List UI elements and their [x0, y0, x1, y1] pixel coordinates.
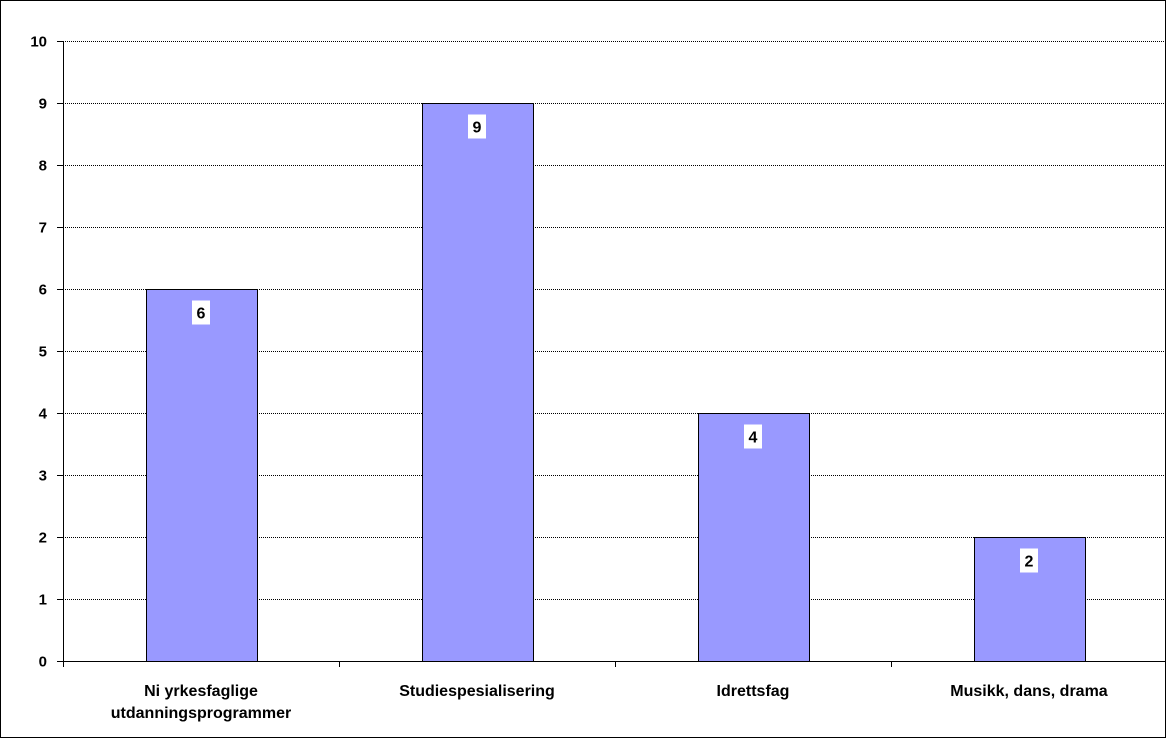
data-label-box-4 [1020, 548, 1038, 573]
bar-3 [698, 413, 810, 662]
data-label-4: 2 [1025, 554, 1034, 571]
y-tick-label-7: 7 [39, 220, 47, 237]
bar-2 [422, 103, 534, 662]
y-tick-label-4: 4 [39, 406, 48, 423]
y-tick-label-3: 3 [39, 468, 47, 485]
x-tick-label-2: Studiespesialisering [399, 683, 555, 700]
y-tick-label-1: 1 [39, 592, 47, 609]
x-tick-label-1: Ni yrkesfaglige utdanningsprogrammer [111, 683, 291, 722]
data-label-3: 4 [749, 430, 758, 447]
data-label-box-1 [192, 300, 210, 325]
y-tick-label-2: 2 [39, 530, 47, 547]
bar-1 [146, 289, 258, 662]
data-label-2: 9 [473, 120, 482, 137]
y-tick-label-10: 10 [30, 34, 47, 51]
y-tick-label-5: 5 [39, 344, 47, 361]
x-tick-label-3: Idrettsfag [717, 683, 790, 700]
labels: 0 1 2 3 4 5 6 7 8 9 10 6 Ni yrkesfaglige utdanningspr… [30, 34, 1107, 723]
data-label-box-3 [744, 424, 762, 449]
axes [57, 41, 1166, 667]
y-tick-label-9: 9 [39, 96, 47, 113]
data-label-1: 6 [197, 306, 206, 323]
y-tick-label-6: 6 [39, 282, 47, 299]
y-tick-label-8: 8 [39, 158, 47, 175]
x-tick-label-4: Musikk, dans, drama [950, 683, 1107, 700]
data-label-box-2 [468, 114, 486, 139]
bars [146, 103, 1086, 662]
y-tick-label-0: 0 [39, 654, 47, 671]
